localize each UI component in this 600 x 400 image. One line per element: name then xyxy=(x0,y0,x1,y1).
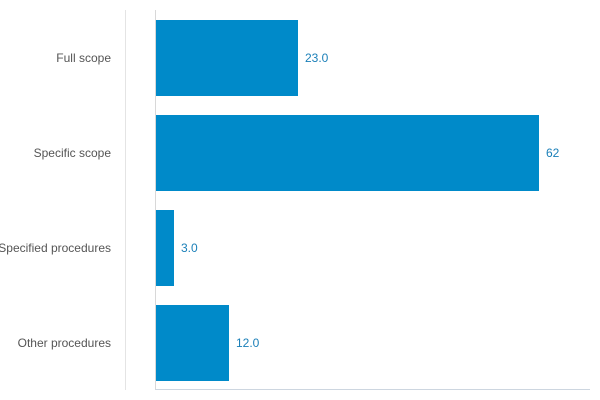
category-label: Full scope xyxy=(56,51,111,65)
value-label: 23.0 xyxy=(305,51,329,65)
category-label: Specified procedures xyxy=(0,241,111,255)
bar-specific-scope[interactable] xyxy=(156,115,539,191)
y-axis-line xyxy=(155,10,156,390)
bar-other-procedures[interactable] xyxy=(156,305,229,381)
value-label: 12.0 xyxy=(236,336,260,350)
value-label: 62 xyxy=(546,146,560,160)
bar-row-other-procedures: Other procedures 12.0 xyxy=(0,305,600,381)
category-label: Other procedures xyxy=(17,336,111,350)
bar-full-scope[interactable] xyxy=(156,20,298,96)
label-guide-line xyxy=(125,10,126,390)
bar-row-full-scope: Full scope 23.0 xyxy=(0,20,600,96)
bar-specified-procedures[interactable] xyxy=(156,210,174,286)
value-label: 3.0 xyxy=(181,241,198,255)
bar-row-specified-procedures: Specified procedures 3.0 xyxy=(0,210,600,286)
x-axis-line xyxy=(155,389,590,390)
bar-row-specific-scope: Specific scope 62 xyxy=(0,115,600,191)
category-label: Specific scope xyxy=(33,146,111,160)
